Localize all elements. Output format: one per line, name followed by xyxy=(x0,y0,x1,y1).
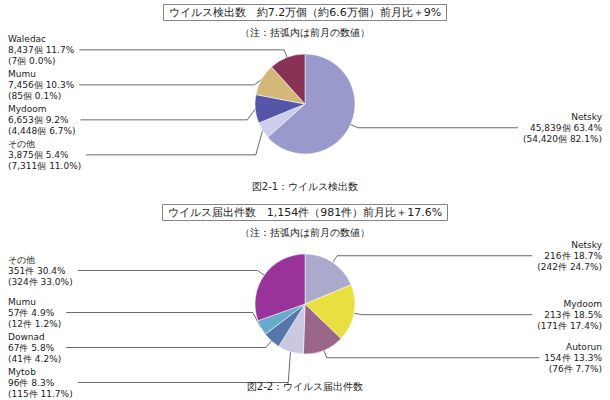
svg-text:Netsky: Netsky xyxy=(571,112,602,122)
svg-text:(324件 33.0%): (324件 33.0%) xyxy=(8,277,73,287)
svg-text:7,456個 10.3%: 7,456個 10.3% xyxy=(8,80,75,90)
svg-text:8,437個 11.7%: 8,437個 11.7% xyxy=(8,45,75,55)
svg-text:Netsky: Netsky xyxy=(571,240,602,250)
svg-text:(85個 0.1%): (85個 0.1%) xyxy=(8,91,61,101)
svg-text:154件 13.3%: 154件 13.3% xyxy=(544,353,602,363)
svg-text:6,653個 9.2%: 6,653個 9.2% xyxy=(8,115,69,125)
svg-text:Mydoom: Mydoom xyxy=(8,104,47,114)
svg-text:Waledac: Waledac xyxy=(8,34,46,44)
svg-text:67件 5.8%: 67件 5.8% xyxy=(8,343,55,353)
svg-text:Autorun: Autorun xyxy=(566,342,602,352)
svg-text:57件 4.9%: 57件 4.9% xyxy=(8,308,55,318)
svg-text:その他: その他 xyxy=(8,139,35,149)
svg-text:(54,420個 82.1%): (54,420個 82.1%) xyxy=(523,134,602,144)
svg-text:(12件 1.2%): (12件 1.2%) xyxy=(8,319,61,329)
svg-text:Downad: Downad xyxy=(8,332,45,342)
svg-text:ウイルス届出件数 1,154件（981件）前月比＋17.6%: ウイルス届出件数 1,154件（981件）前月比＋17.6% xyxy=(168,206,442,219)
svg-text:(115件 11.7%): (115件 11.7%) xyxy=(8,389,73,399)
svg-text:Mumu: Mumu xyxy=(8,297,36,307)
svg-text:図2-1：ウイルス検出数: 図2-1：ウイルス検出数 xyxy=(252,181,358,192)
svg-text:(171件 17.4%): (171件 17.4%) xyxy=(537,321,602,331)
svg-text:(7個 0.0%): (7個 0.0%) xyxy=(8,56,55,66)
svg-text:351件 30.4%: 351件 30.4% xyxy=(8,266,66,276)
svg-text:45,839個 63.4%: 45,839個 63.4% xyxy=(530,123,602,133)
svg-text:Mytob: Mytob xyxy=(8,367,36,377)
svg-text:ウイルス検出数 約7.2万個（約6.6万個）前月比＋9%: ウイルス検出数 約7.2万個（約6.6万個）前月比＋9% xyxy=(169,6,441,19)
svg-text:213件 18.5%: 213件 18.5% xyxy=(544,310,602,320)
svg-text:（注：括弧内は前月の数値）: （注：括弧内は前月の数値） xyxy=(240,227,370,238)
svg-text:216件 18.7%: 216件 18.7% xyxy=(544,251,602,261)
svg-text:図2-2：ウイルス届出件数: 図2-2：ウイルス届出件数 xyxy=(247,381,363,392)
svg-text:(7,311個 11.0%): (7,311個 11.0%) xyxy=(8,161,81,171)
svg-text:その他: その他 xyxy=(8,255,35,265)
svg-text:(76件 7.7%): (76件 7.7%) xyxy=(549,364,602,374)
svg-text:(242件 24.7%): (242件 24.7%) xyxy=(537,262,602,272)
svg-text:(4,448個 6.7%): (4,448個 6.7%) xyxy=(8,126,76,136)
svg-text:3,875個 5.4%: 3,875個 5.4% xyxy=(8,150,69,160)
svg-text:Mydoom: Mydoom xyxy=(563,299,602,309)
svg-text:Mumu: Mumu xyxy=(8,69,36,79)
svg-text:(41件 4.2%): (41件 4.2%) xyxy=(8,354,61,364)
svg-text:（注：括弧内は前月の数値）: （注：括弧内は前月の数値） xyxy=(240,27,370,38)
svg-text:96件 8.3%: 96件 8.3% xyxy=(8,378,55,388)
